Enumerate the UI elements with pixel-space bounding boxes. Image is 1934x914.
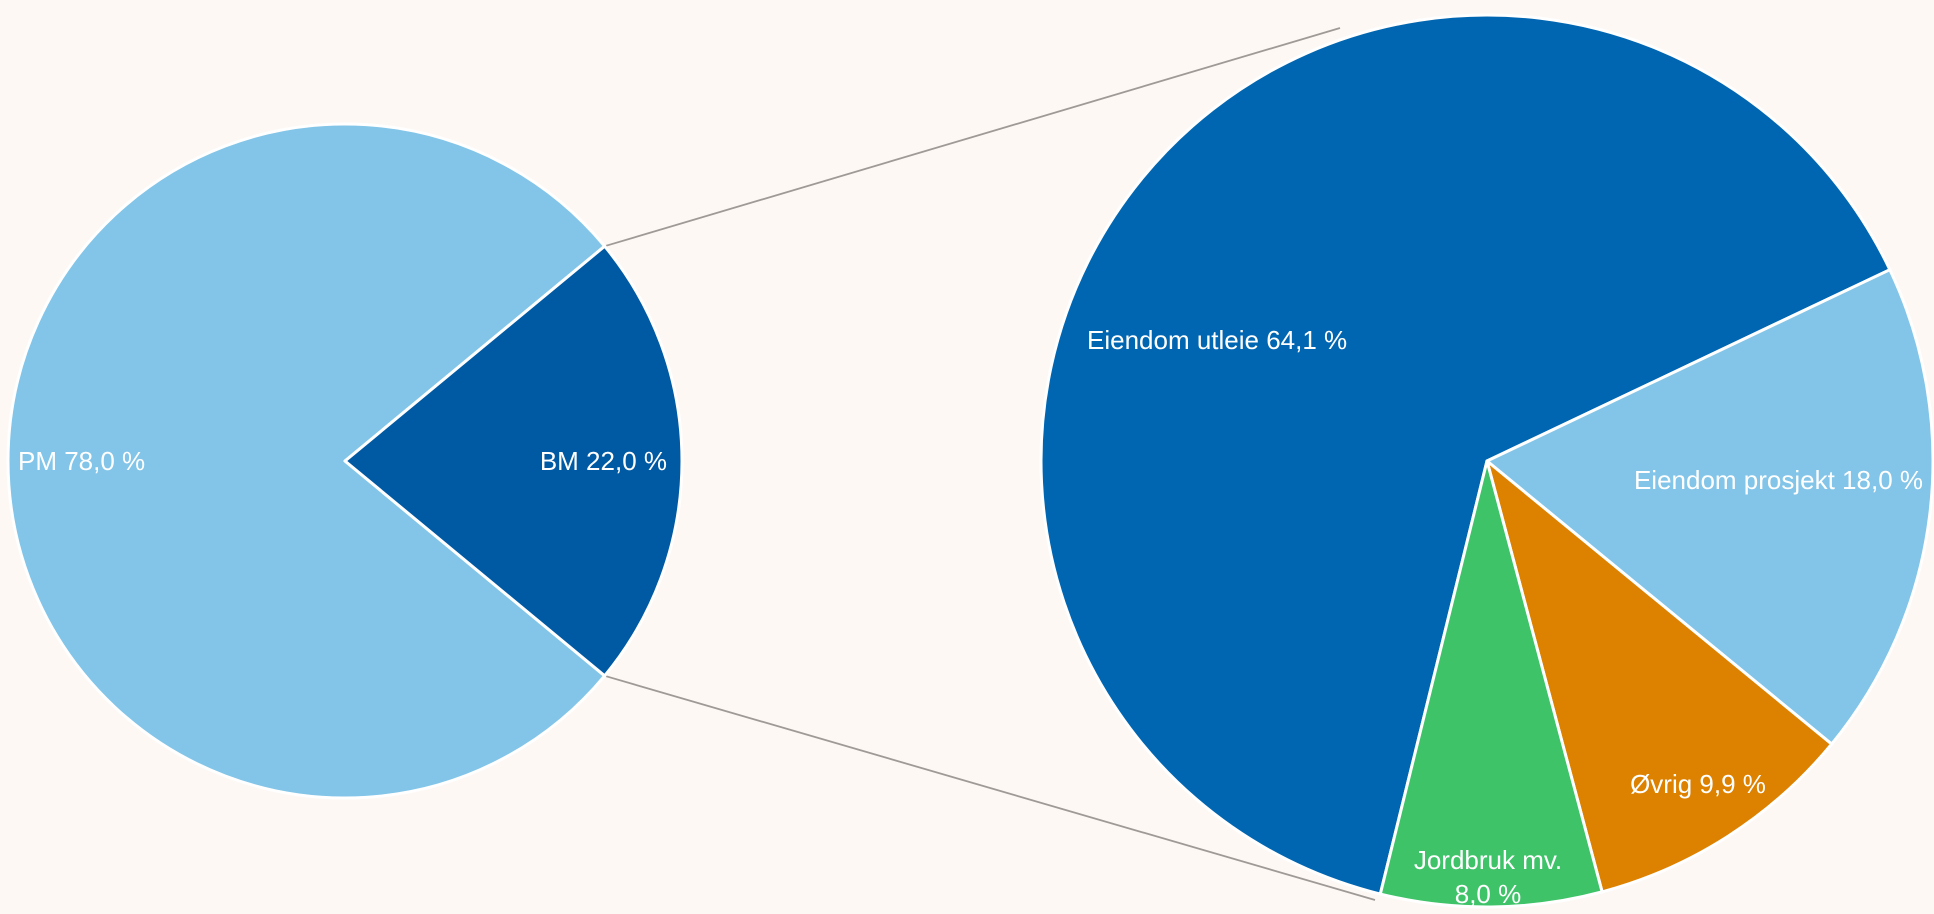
detail-slice-label-eiendom-prosjekt: Eiendom prosjekt 18,0 % [1634,465,1923,495]
main-pie: PM 78,0 % BM 22,0 % [8,124,682,798]
detail-slice-label-vrig: Øvrig 9,9 % [1630,769,1766,799]
detail-slice-label-eiendom-utleie: Eiendom utleie 64,1 % [1087,325,1347,355]
main-slice-label-bm: BM 22,0 % [540,446,667,476]
detail-pie: Eiendom utleie 64,1 % Eiendom prosjekt 18… [1041,15,1933,909]
main-slice-label-pm: PM 78,0 % [18,446,145,476]
